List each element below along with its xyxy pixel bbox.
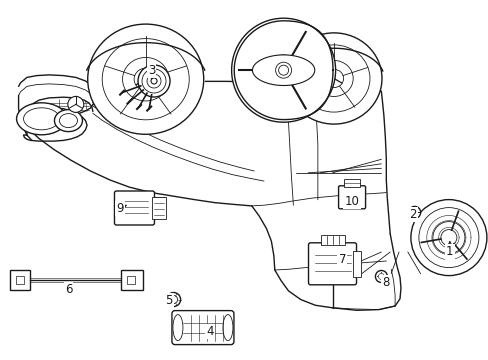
- Bar: [344, 179, 359, 187]
- Circle shape: [378, 274, 384, 279]
- Text: 8: 8: [382, 276, 389, 289]
- Ellipse shape: [297, 45, 369, 112]
- Ellipse shape: [285, 33, 381, 124]
- Circle shape: [418, 208, 478, 267]
- Ellipse shape: [54, 109, 82, 132]
- FancyBboxPatch shape: [308, 243, 356, 285]
- Bar: [121, 270, 142, 290]
- Bar: [152, 197, 166, 219]
- Circle shape: [375, 270, 386, 283]
- Text: 1: 1: [445, 246, 453, 258]
- Text: 7: 7: [338, 253, 346, 266]
- Circle shape: [231, 18, 335, 122]
- Text: 6: 6: [64, 283, 72, 296]
- Circle shape: [440, 230, 456, 246]
- Polygon shape: [252, 55, 314, 85]
- Ellipse shape: [23, 108, 60, 130]
- Circle shape: [432, 222, 464, 253]
- Ellipse shape: [102, 39, 189, 120]
- Circle shape: [68, 96, 83, 112]
- Bar: [320, 235, 344, 245]
- FancyBboxPatch shape: [114, 191, 154, 225]
- FancyBboxPatch shape: [172, 311, 233, 345]
- Circle shape: [138, 65, 170, 97]
- Ellipse shape: [87, 24, 203, 134]
- Circle shape: [268, 55, 298, 85]
- Circle shape: [408, 206, 420, 219]
- Bar: [126, 276, 134, 284]
- Circle shape: [142, 69, 166, 93]
- Circle shape: [151, 78, 157, 84]
- Circle shape: [166, 293, 180, 306]
- FancyBboxPatch shape: [338, 186, 365, 209]
- Bar: [352, 251, 360, 277]
- Text: 5: 5: [164, 294, 172, 307]
- Ellipse shape: [60, 114, 77, 127]
- Bar: [16, 276, 23, 284]
- Circle shape: [410, 199, 486, 276]
- Ellipse shape: [314, 60, 352, 96]
- Ellipse shape: [223, 315, 232, 341]
- Circle shape: [275, 62, 291, 78]
- Text: 2: 2: [408, 208, 416, 221]
- Text: 10: 10: [344, 195, 359, 208]
- Circle shape: [278, 65, 288, 75]
- Ellipse shape: [173, 315, 183, 341]
- Text: 3: 3: [147, 64, 155, 77]
- Ellipse shape: [134, 68, 157, 90]
- Ellipse shape: [324, 69, 343, 87]
- Ellipse shape: [122, 58, 168, 101]
- Ellipse shape: [17, 103, 66, 135]
- Bar: [10, 270, 29, 290]
- Text: 4: 4: [206, 325, 214, 338]
- Circle shape: [147, 74, 161, 88]
- Circle shape: [169, 296, 177, 303]
- Text: 9: 9: [116, 202, 123, 215]
